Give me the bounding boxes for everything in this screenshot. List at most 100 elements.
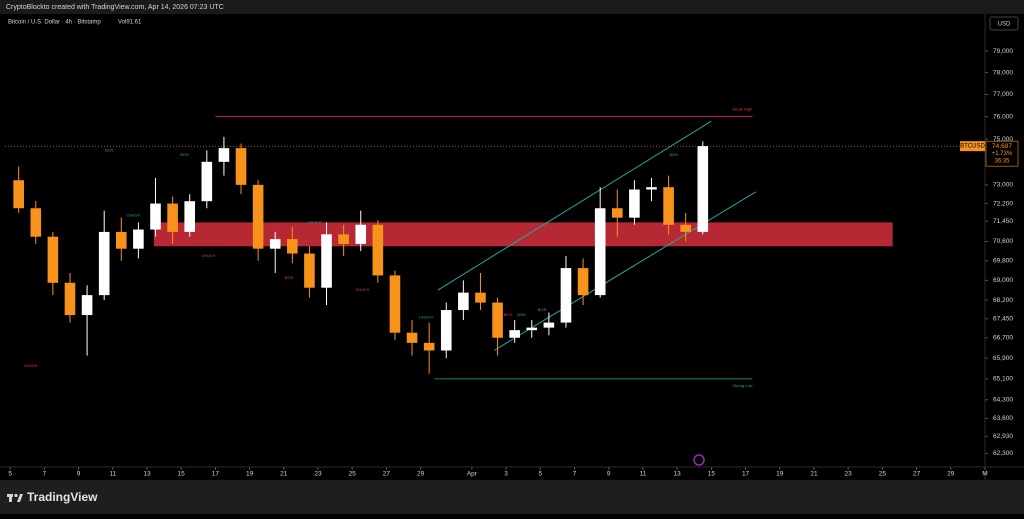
candle-body: [218, 148, 230, 162]
currency: USD: [998, 22, 1011, 28]
chart-title: Bitcoin / U.S. Dollar · 4h · Bitstamp: [8, 20, 101, 26]
candle-body: [440, 310, 452, 351]
annotation: CHoCH: [126, 212, 140, 217]
candle-body: [594, 208, 606, 296]
candle-body: [475, 292, 486, 303]
candle-body: [98, 231, 110, 296]
annotation: BOS: [285, 275, 294, 280]
candle-body: [372, 224, 384, 276]
candle-body: [321, 234, 332, 288]
logo-part: [9, 494, 12, 502]
annotation: BOS: [517, 312, 526, 317]
price-change: +1.73%: [992, 151, 1013, 157]
currency-button[interactable]: [989, 16, 1019, 31]
y-tick-label: 68,200: [993, 297, 1013, 304]
y-tick-label: 73,000: [993, 182, 1013, 189]
annotation: BOS: [180, 152, 189, 157]
y-tick-label: 78,000: [993, 69, 1013, 76]
candle-body: [252, 184, 264, 249]
level-label: Strong Low: [732, 383, 752, 388]
candle-body: [167, 203, 178, 232]
footer-bar: [0, 480, 1024, 514]
x-tick-label: 29: [417, 471, 425, 478]
y-tick-label: 62,300: [993, 450, 1013, 457]
logo-part: [14, 493, 18, 498]
annotation: BOS: [504, 312, 513, 317]
credit: CryptoBlockto created with TradingView.c…: [6, 4, 224, 11]
candle-body: [560, 268, 572, 323]
annotation: CHoCH: [202, 253, 216, 258]
candle-body: [133, 229, 144, 249]
x-tick-label: Apr: [467, 471, 478, 478]
y-tick-label: 69,000: [993, 277, 1013, 284]
candle-body: [30, 208, 42, 237]
candle-body: [115, 231, 127, 249]
x-tick-label: 7: [43, 471, 47, 478]
volume: Vol91.61: [118, 20, 142, 26]
x-tick-label: 11: [640, 471, 647, 478]
y-tick-label: 70,600: [993, 238, 1013, 245]
price-tag: [985, 140, 1019, 167]
candle-body: [611, 208, 623, 218]
x-tick-label: 5: [539, 471, 543, 478]
annotation: BOS: [538, 307, 547, 312]
candle-body: [13, 180, 24, 209]
x-tick-label: 19: [776, 471, 784, 478]
candle-body: [269, 239, 281, 249]
y-tick-label: 75,000: [993, 136, 1013, 143]
y-tick-label: 62,930: [993, 433, 1013, 440]
x-tick-label: 7: [573, 471, 577, 478]
y-tick-label: 72,200: [993, 200, 1013, 207]
annotation: BOS: [669, 152, 678, 157]
candle-body: [47, 236, 59, 283]
x-tick-label: 21: [810, 471, 818, 478]
brand: TradingView: [27, 490, 98, 504]
logo: [7, 493, 23, 502]
x-tick-label: 27: [383, 471, 391, 478]
candle-body: [338, 234, 349, 244]
annotation: CHoCH: [419, 315, 433, 320]
candle-body: [458, 292, 469, 311]
x-tick-label: 11: [109, 471, 116, 478]
candle-body: [81, 295, 93, 316]
candle-body: [509, 330, 520, 338]
plot: Weak High Strong Low BOS BOS CHoCH CHoCH CHoCH…: [5, 107, 985, 388]
candle-body: [406, 332, 418, 343]
candle-body: [64, 282, 76, 316]
x-tick-label: 17: [742, 471, 750, 478]
symbol-tag: [960, 141, 985, 152]
annotation: BOS: [105, 147, 114, 152]
candle-body: [697, 146, 709, 232]
x-tick-label: 23: [845, 471, 853, 478]
y-tick-label: 65,100: [993, 376, 1013, 383]
countdown: 36:35: [994, 159, 1010, 165]
annotation: CHoCH: [308, 219, 322, 224]
candle-body: [355, 224, 367, 244]
event-icon[interactable]: [693, 454, 705, 466]
y-tick-label: 64,300: [993, 397, 1013, 404]
x-tick-label: 9: [77, 471, 81, 478]
candle-body: [629, 189, 640, 218]
y-tick-label: 71,450: [993, 218, 1013, 225]
x-tick-label: 5: [8, 471, 12, 478]
y-tick-label: 67,450: [993, 316, 1013, 323]
logo-part: [17, 494, 23, 502]
y-tick-label: 66,700: [993, 334, 1013, 341]
supply-demand-zone: [153, 222, 893, 247]
candle-body: [201, 161, 213, 202]
annotation: CHoCH: [356, 287, 370, 292]
channel-line: [437, 120, 712, 291]
channel-line: [493, 191, 757, 351]
candle-body: [646, 187, 657, 190]
candle-body: [577, 268, 589, 296]
candle-body: [184, 201, 196, 232]
x-tick-label: 29: [947, 471, 955, 478]
y-tick-label: 63,600: [993, 415, 1013, 422]
x-tick-label: 25: [349, 471, 357, 478]
x-tick-label: 13: [143, 471, 151, 478]
x-tick-label: 19: [246, 471, 254, 478]
x-tick-label: 15: [178, 471, 186, 478]
